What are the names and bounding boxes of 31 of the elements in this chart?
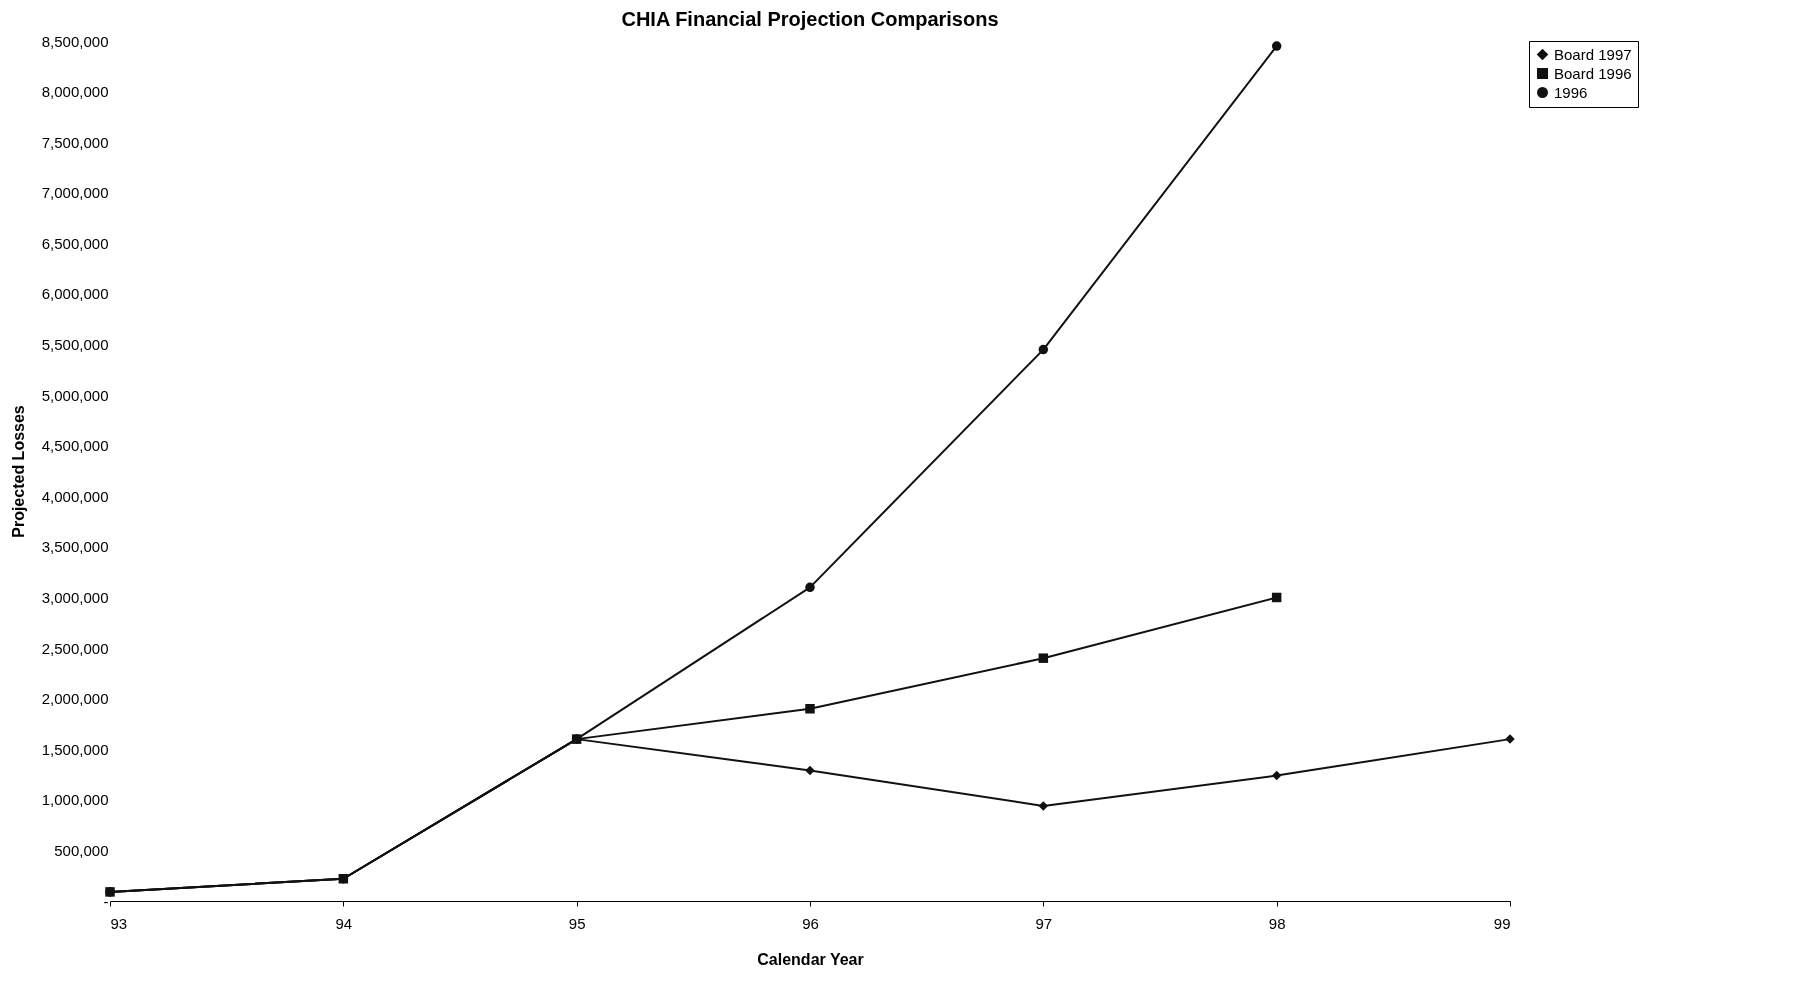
y-tick-label: 6,500,000	[41, 234, 109, 252]
x-tick-label: 98	[1268, 914, 1286, 932]
x-tick-label: 93	[110, 914, 128, 932]
y-tick-label: 500,000	[54, 841, 109, 859]
x-tick-label: 99	[1493, 914, 1511, 932]
y-tick-label: 5,500,000	[41, 336, 109, 354]
x-tick-label: 94	[335, 914, 353, 932]
y-tick-label: 1,500,000	[41, 740, 109, 758]
y-tick-label: 5,000,000	[41, 386, 109, 404]
y-tick-label: -	[103, 892, 109, 910]
y-tick-label: 7,500,000	[41, 133, 109, 151]
y-axis-title: Projected Losses	[9, 405, 27, 538]
y-tick-label: 8,000,000	[41, 83, 109, 101]
y-tick-label: 4,000,000	[41, 487, 109, 505]
y-tick-label: 3,500,000	[41, 538, 109, 556]
y-tick-label: 4,500,000	[41, 437, 109, 455]
x-tick-label: 97	[1035, 914, 1053, 932]
y-tick-label: 1,000,000	[41, 791, 109, 809]
y-tick-label: 6,000,000	[41, 285, 109, 303]
y-tick-label: 8,500,000	[41, 32, 109, 50]
y-tick-label: 7,000,000	[41, 184, 109, 202]
y-tick-label: 2,500,000	[41, 639, 109, 657]
y-tick-label: 2,000,000	[41, 690, 109, 708]
chart-title: CHIA Financial Projection Comparisons	[621, 8, 999, 30]
legend-label: Board 1996	[1554, 64, 1632, 82]
x-axis-title: Calendar Year	[757, 950, 864, 968]
x-tick-label: 95	[568, 914, 586, 932]
x-tick-label: 96	[802, 914, 819, 932]
y-tick-label: 3,000,000	[41, 588, 109, 606]
legend-label: Board 1997	[1554, 45, 1632, 63]
legend-label: 1996	[1554, 83, 1588, 101]
